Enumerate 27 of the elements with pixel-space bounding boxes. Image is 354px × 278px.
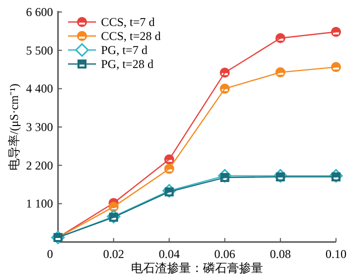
y-tick-label: 4 400	[26, 82, 53, 96]
y-tick-label: 5 500	[26, 43, 53, 58]
point	[220, 68, 230, 78]
x-tick-label: 0.10	[326, 247, 346, 261]
point	[220, 84, 230, 94]
point	[275, 33, 286, 44]
x-tick-label: 0	[47, 247, 53, 261]
x-axis-title: 电石渣掺量：磷石膏掺量	[131, 261, 263, 275]
y-tick-label: 2 200	[26, 158, 53, 172]
point	[331, 26, 341, 37]
legend-label: PG, t=7 d	[101, 43, 148, 57]
x-tick-label: 0.06	[214, 247, 236, 261]
point	[164, 164, 174, 174]
point	[331, 62, 341, 72]
legend-label: CCS, t=7 d	[101, 15, 155, 29]
y-tick-label: 6 600	[26, 5, 53, 19]
y-tick-label: 1 100	[26, 196, 53, 211]
legend-label: CCS, t=28 d	[101, 29, 161, 43]
x-tick-label: 0.04	[158, 247, 180, 261]
y-axis-title: 电导率/(μS·cm⁻¹)	[7, 84, 21, 170]
x-tick-label: 0.02	[103, 247, 124, 261]
x-tick-label: 0.08	[270, 247, 291, 261]
point	[164, 154, 174, 164]
y-tick-label: 3 300	[26, 120, 53, 134]
point	[108, 202, 119, 212]
point	[275, 67, 286, 78]
legend-label: PG, t=28 d	[101, 57, 154, 71]
